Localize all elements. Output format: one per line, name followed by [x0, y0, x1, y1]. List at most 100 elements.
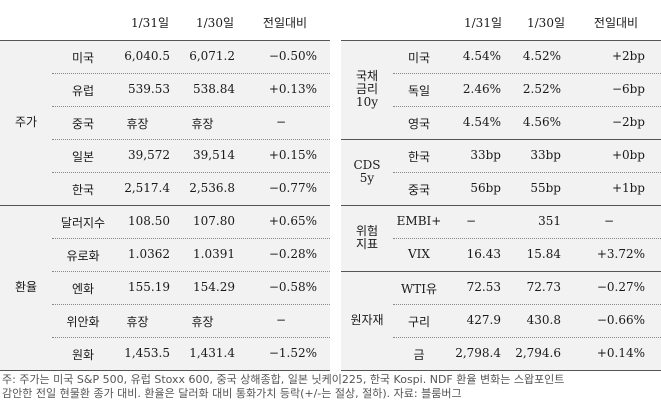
row-separator [393, 304, 661, 305]
value-change: −1.52% [268, 345, 317, 360]
table-row: 유로화 1.0362 1.0391 −0.28% [0, 247, 330, 263]
value-jan30: 33bp [530, 147, 561, 162]
footnote-line-2: 감안한 전일 현물환 종가 대비. 환율은 달러화 대비 통화가치 등락(+/-… [2, 387, 462, 400]
value-jan30: 2,536.8 [189, 180, 235, 195]
group-separator [341, 139, 661, 140]
value-change: +1bp [611, 180, 645, 195]
value-jan30: 4.52% [522, 48, 561, 63]
right-table-header: 1/31일 1/30일 전일대비 [341, 0, 661, 40]
table-row: 중국 56bp 55bp +1bp [341, 181, 661, 197]
table-row: 일본 39,572 39,514 +0.15% [0, 148, 330, 164]
table-row: EMBI+ − 351 − [341, 214, 661, 230]
table-row: 영국 4.54% 4.56% −2bp [341, 115, 661, 131]
value-jan31: 휴장 [126, 314, 149, 329]
row-separator [52, 271, 330, 272]
value-change: +3.72% [596, 246, 645, 261]
value-change: −2bp [611, 114, 645, 129]
row-name: 영국 [407, 116, 431, 131]
row-separator [393, 73, 661, 74]
value-jan31: 427.9 [466, 312, 501, 327]
value-jan30: 538.84 [193, 81, 235, 96]
table-row: 미국 6,040.5 6,071.2 −0.50% [0, 49, 330, 65]
row-name: 일본 [71, 149, 95, 164]
group-separator [341, 205, 661, 206]
row-name: 중국 [71, 116, 95, 131]
row-name: 원화 [71, 347, 95, 362]
category-label: 위험 지표 [355, 224, 379, 251]
value-jan31: − [465, 213, 477, 228]
table-row: 원화 1,453.5 1,431.4 −1.52% [0, 346, 330, 362]
row-name: 미국 [407, 50, 431, 65]
row-name: 중국 [407, 182, 431, 197]
value-jan31: 1.0362 [128, 246, 170, 261]
value-jan30: 휴장 [191, 314, 214, 329]
value-change: −0.77% [268, 180, 317, 195]
value-jan31: 155.19 [128, 279, 170, 294]
value-jan31: 33bp [470, 147, 501, 162]
value-change: +0.65% [268, 213, 317, 228]
row-separator [52, 304, 330, 305]
row-name: 한국 [407, 149, 431, 164]
table-row: WTI유 72.53 72.73 −0.27% [341, 280, 661, 296]
value-change: −6bp [611, 81, 645, 96]
table-top-rule [341, 40, 661, 41]
col-header-jan30: 1/30일 [527, 16, 565, 30]
value-jan31: 39,572 [128, 147, 170, 162]
value-change: −0.27% [596, 279, 645, 294]
value-jan31: 72.53 [466, 279, 501, 294]
row-name: 독일 [407, 83, 431, 98]
col-header-jan31: 1/31일 [464, 16, 502, 30]
row-separator [393, 106, 661, 107]
value-jan31: 2,517.4 [124, 180, 170, 195]
value-jan30: 2,794.6 [515, 345, 561, 360]
value-jan31: 4.54% [462, 114, 501, 129]
value-jan30: 39,514 [193, 147, 235, 162]
row-separator [52, 337, 330, 338]
left-table-header: 1/31일 1/30일 전일대비 [0, 0, 330, 40]
row-name: 금 [413, 347, 425, 362]
value-jan30: 1,431.4 [189, 345, 235, 360]
value-jan30: 430.8 [526, 312, 561, 327]
value-change: −0.58% [268, 279, 317, 294]
value-change: +0.15% [268, 147, 317, 162]
value-jan31: 4.54% [462, 48, 501, 63]
table-row: VIX 16.43 15.84 +3.72% [341, 247, 661, 263]
value-change: +0bp [611, 147, 645, 162]
category-label: 환율 [14, 280, 38, 294]
table-row: 미국 4.54% 4.52% +2bp [341, 49, 661, 65]
value-jan31: 539.53 [128, 81, 170, 96]
value-jan31: 108.50 [128, 213, 170, 228]
value-change: +2bp [611, 48, 645, 63]
right-table-body: 국채 금리 10y 미국 4.54% 4.52% +2bp 독일 2.46% 2.52% −6b… [341, 40, 661, 371]
row-separator [393, 172, 661, 173]
value-jan30: 15.84 [526, 246, 561, 261]
row-name: EMBI+ [396, 213, 442, 228]
category-label: 원자재 [350, 313, 384, 327]
table-row: 금 2,798.4 2,794.6 +0.14% [341, 346, 661, 362]
col-header-change: 전일대비 [593, 16, 639, 30]
value-change: −0.28% [268, 246, 317, 261]
table-row: 중국 휴장 휴장 − [0, 115, 330, 131]
table-row: 한국 33bp 33bp +0bp [341, 148, 661, 164]
value-jan30: 154.29 [193, 279, 235, 294]
row-separator [393, 238, 661, 239]
group-separator [341, 271, 661, 272]
value-jan31: 2.46% [462, 81, 501, 96]
value-jan30: 1.0391 [193, 246, 235, 261]
value-jan30: 55bp [530, 180, 561, 195]
table-top-rule [0, 40, 330, 41]
row-name: 한국 [71, 182, 95, 197]
table-row: 달러지수 108.50 107.80 +0.65% [0, 214, 330, 230]
value-jan30: 2.52% [522, 81, 561, 96]
value-jan31: 16.43 [466, 246, 501, 261]
value-jan30: 4.56% [522, 114, 561, 129]
table-row: 엔화 155.19 154.29 −0.58% [0, 280, 330, 296]
value-jan31: 56bp [470, 180, 501, 195]
value-change: − [275, 312, 287, 327]
value-jan31: 6,040.5 [124, 48, 170, 63]
value-jan30: 72.73 [526, 279, 561, 294]
table-row: 유럽 539.53 538.84 +0.13% [0, 82, 330, 98]
col-header-change: 전일대비 [262, 16, 308, 30]
value-jan30: 351 [538, 213, 561, 228]
footnote: 주: 주가는 미국 S&P 500, 유럽 Stoxx 600, 중국 상해종합… [0, 373, 661, 401]
